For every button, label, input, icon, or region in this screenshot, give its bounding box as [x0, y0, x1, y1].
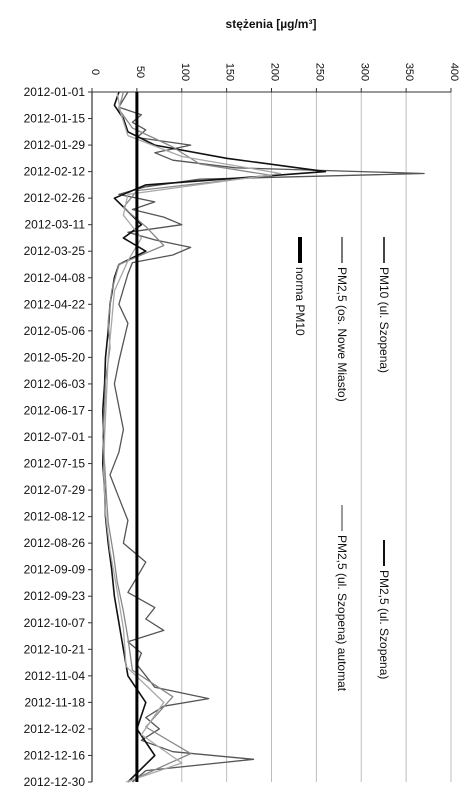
series-line-4	[103, 91, 282, 783]
legend-item: norma PM10	[293, 237, 307, 336]
legend-item: PM2,5 (ul. Szopena)	[377, 540, 391, 679]
y-tick-label: 300	[358, 63, 370, 81]
x-tick-label: 2012-05-06	[24, 324, 86, 338]
y-tick-label: 200	[269, 63, 281, 81]
y-tick-label: 0	[89, 69, 101, 75]
x-tick-label: 2012-09-23	[24, 589, 86, 603]
x-tick-label: 2012-12-16	[24, 748, 86, 762]
x-tick-label: 2012-04-22	[24, 297, 86, 311]
x-tick-label: 2012-09-09	[24, 563, 86, 577]
x-tick-label: 2012-05-20	[24, 350, 86, 364]
legend-item: PM10 (ul. Szopena)	[377, 237, 391, 373]
x-tick-label: 2012-08-12	[24, 510, 86, 524]
legend-label: PM2,5 (ul. Szopena)	[377, 570, 391, 679]
x-tick-label: 2012-12-30	[24, 775, 86, 789]
x-tick-label: 2012-10-21	[24, 642, 86, 656]
x-tick-label: 2012-08-26	[24, 536, 86, 550]
series-line-3	[102, 91, 273, 783]
legend-item: PM2,5 (ul. Szopena) automat	[335, 505, 349, 692]
legend: PM10 (ul. Szopena) PM2,5 (ul. Szopena) PM2…	[293, 237, 391, 692]
x-tick-label: 2012-01-01	[24, 85, 86, 99]
x-tick-label: 2012-02-12	[24, 165, 86, 179]
legend-label: norma PM10	[293, 267, 307, 336]
x-tick-label: 2012-10-07	[24, 616, 86, 630]
x-tick-label: 2012-04-08	[24, 271, 86, 285]
x-tick-label: 2012-12-02	[24, 722, 86, 736]
series	[102, 91, 425, 783]
y-tick-label: 350	[403, 63, 415, 81]
x-tick-label: 2012-06-17	[24, 403, 86, 417]
x-ticks: 2012-01-01 2012-01-15 2012-01-29 2012-02-12…	[24, 85, 86, 789]
x-tick-label: 2012-07-01	[24, 430, 86, 444]
x-tick-label: 2012-03-25	[24, 244, 86, 258]
y-axis-title: stężenia [µg/m³]	[226, 17, 317, 31]
y-tick-label: 100	[179, 63, 191, 81]
x-tick-label: 2012-06-03	[24, 377, 86, 391]
legend-label: PM10 (ul. Szopena)	[377, 267, 391, 373]
x-tick-label: 2012-11-04	[25, 669, 86, 683]
x-tick-label: 2012-01-15	[24, 112, 86, 126]
y-tick-label: 400	[448, 63, 460, 81]
x-tick-label: 2012-01-29	[24, 138, 86, 152]
axes	[88, 88, 452, 783]
x-tick-label: 2012-07-29	[24, 483, 86, 497]
x-tick-label: 2012-03-11	[25, 218, 86, 232]
y-tick-label: 150	[224, 63, 236, 81]
y-tick-label: 50	[134, 66, 146, 78]
legend-label: PM2,5 (os. Nowe Miasto)	[335, 267, 349, 402]
legend-label: PM2,5 (ul. Szopena) automat	[335, 535, 349, 692]
y-tick-label: 250	[313, 63, 325, 81]
series-line-1	[109, 91, 425, 783]
legend-item: PM2,5 (os. Nowe Miasto)	[335, 237, 349, 402]
x-tick-label: 2012-02-26	[24, 191, 86, 205]
x-tick-label: 2012-07-15	[24, 457, 86, 471]
grid	[136, 92, 452, 782]
x-tick-label: 2012-11-18	[25, 695, 86, 709]
y-ticks: 0 50 100 150 200 250 300 350 400	[89, 63, 460, 81]
series-line-2	[102, 91, 327, 783]
